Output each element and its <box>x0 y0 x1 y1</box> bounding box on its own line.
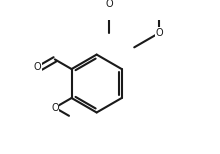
Text: O: O <box>105 0 113 9</box>
Text: O: O <box>156 28 163 38</box>
Text: O: O <box>34 62 41 72</box>
Text: O: O <box>51 103 59 113</box>
